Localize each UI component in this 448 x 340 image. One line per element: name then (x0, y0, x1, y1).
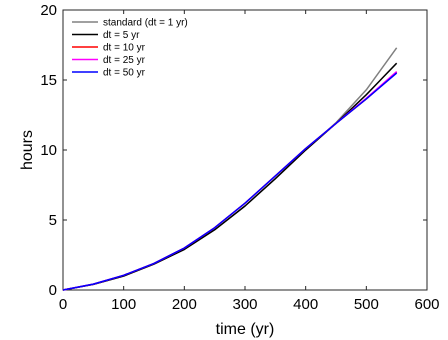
y-axis-label: hours (19, 130, 36, 170)
y-tick-label: 15 (40, 72, 57, 89)
y-tick-label: 5 (49, 212, 57, 229)
legend-label: dt = 25 yr (103, 55, 146, 66)
legend-label: dt = 5 yr (103, 30, 140, 41)
x-tick-label: 400 (293, 296, 318, 313)
x-axis-label: time (yr) (216, 321, 275, 338)
x-tick-label: 0 (59, 296, 67, 313)
legend-label: dt = 50 yr (103, 68, 146, 79)
series-line-dt-50-yr (62, 72, 398, 291)
legend-label: standard (dt = 1 yr) (103, 18, 188, 29)
y-tick-label: 20 (40, 2, 57, 19)
plot-area: 0 100 200 300 400 500 600 0 5 10 15 20 standard (dt … (40, 2, 439, 313)
x-tick-label: 200 (172, 296, 197, 313)
y-tick-label: 0 (49, 282, 57, 299)
y-tick-label: 10 (40, 142, 57, 159)
x-tick-label: 300 (232, 296, 257, 313)
legend-label: dt = 10 yr (103, 43, 146, 54)
x-tick-label: 100 (111, 296, 136, 313)
x-tick-label: 600 (414, 296, 439, 313)
x-tick-label: 500 (354, 296, 379, 313)
